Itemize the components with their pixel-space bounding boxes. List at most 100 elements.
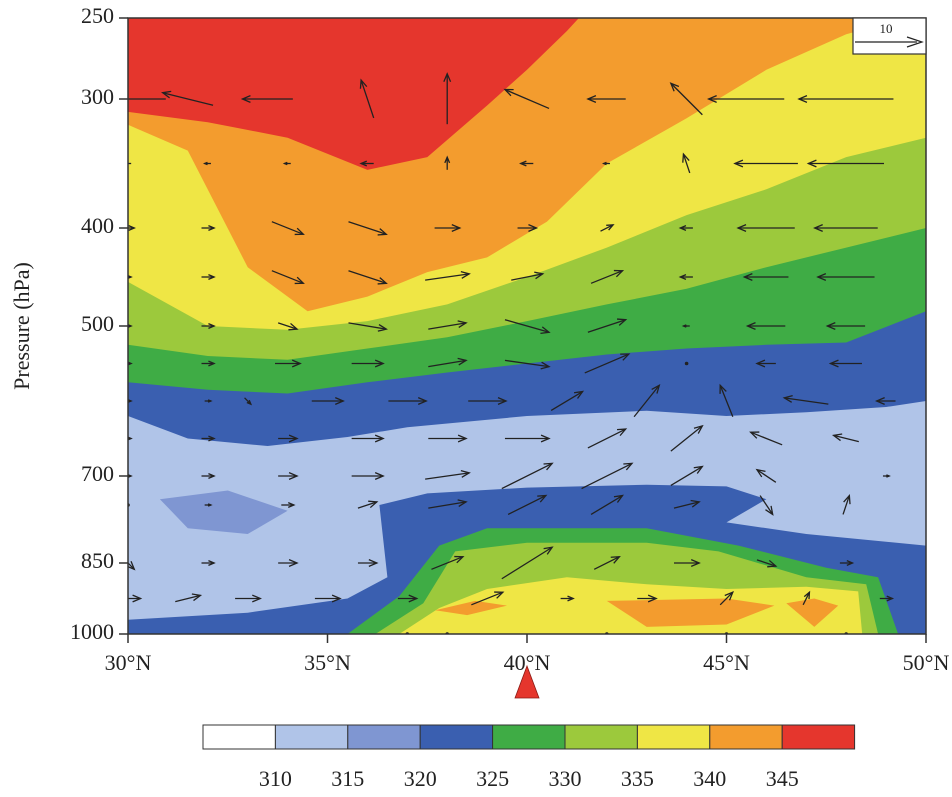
wind-vector xyxy=(593,555,621,570)
wind-vector-head xyxy=(208,274,216,280)
contour-region-340 xyxy=(606,598,775,627)
wind-vector-head xyxy=(128,275,133,279)
wind-vector xyxy=(670,424,704,452)
wind-vector-head xyxy=(208,473,216,479)
wind-vector-shaft xyxy=(162,92,214,106)
wind-vector-shaft xyxy=(425,273,470,281)
wind-vector xyxy=(633,383,661,418)
wind-vector xyxy=(882,474,891,478)
wind-vector-head xyxy=(767,559,778,568)
wind-vector xyxy=(517,224,539,232)
wind-vector xyxy=(587,318,628,333)
wind-vector-head xyxy=(749,431,760,439)
wind-vector-head xyxy=(252,594,262,603)
wind-vector xyxy=(431,555,465,570)
wind-vector-head xyxy=(647,594,658,603)
wind-vector-head xyxy=(573,390,585,399)
wind-vector xyxy=(128,324,133,328)
wind-vector-head xyxy=(601,161,607,166)
wind-vector xyxy=(357,500,379,509)
wind-vector-head xyxy=(797,95,808,103)
colorbar-label: 330 xyxy=(549,766,582,791)
wind-vector xyxy=(673,499,701,509)
wind-vector-head xyxy=(765,505,774,516)
x-tick-label: 35°N xyxy=(304,650,351,675)
wind-vector-head xyxy=(540,326,551,334)
wind-vector-head xyxy=(719,383,727,394)
wind-vector xyxy=(806,159,884,168)
wind-vector-head xyxy=(132,594,143,603)
wind-vector-head xyxy=(460,271,471,279)
x-tick-label: 30°N xyxy=(105,650,152,675)
wind-vector-head xyxy=(733,159,744,168)
colorbar-swatch xyxy=(347,724,421,750)
wind-vector-head xyxy=(745,322,756,330)
wind-vector-shaft xyxy=(511,273,543,281)
wind-vector xyxy=(682,152,691,174)
wind-vector xyxy=(816,273,875,281)
wind-vector-head xyxy=(128,361,133,366)
wind-vector-head xyxy=(454,555,465,564)
wind-vector xyxy=(590,494,624,516)
wind-vector-shaft xyxy=(425,472,470,480)
wind-vector-head xyxy=(623,462,634,471)
wind-vector xyxy=(444,155,451,170)
wind-vector xyxy=(351,359,385,368)
wind-vector-dot xyxy=(684,361,689,366)
wind-vector xyxy=(428,320,468,330)
x-axis: 30°N 35°N 40°N 45°N 50°N xyxy=(105,634,949,675)
wind-vector-shaft xyxy=(600,224,614,232)
y-tick-label: 250 xyxy=(81,3,114,28)
wind-vector-head xyxy=(736,224,747,232)
wind-vector-shaft xyxy=(501,462,553,490)
wind-vector-head xyxy=(294,227,305,236)
colorbar-swatch xyxy=(564,724,638,750)
wind-vector xyxy=(175,593,203,603)
wind-vector xyxy=(678,274,693,280)
wind-vector-head xyxy=(886,595,895,602)
wind-vector xyxy=(678,225,693,231)
y-tick-label: 300 xyxy=(81,84,114,109)
wind-vector-head xyxy=(288,559,299,567)
wind-vector-head xyxy=(620,353,631,361)
y-tick-label: 400 xyxy=(81,213,114,238)
wind-vector-head xyxy=(846,560,855,566)
wind-vector-head xyxy=(288,434,299,443)
wind-vector-shaft xyxy=(590,270,623,284)
wind-vector xyxy=(581,462,634,490)
wind-vector-shaft xyxy=(271,221,304,235)
wind-vector xyxy=(357,559,379,567)
wind-vector xyxy=(348,221,388,236)
wind-vector-head xyxy=(742,273,753,281)
wind-vector-head xyxy=(606,224,615,231)
wind-vector-head xyxy=(843,493,851,505)
wind-vector-shaft xyxy=(584,353,630,374)
wind-vector xyxy=(831,433,859,443)
wind-vector xyxy=(201,225,216,231)
wind-vector-head xyxy=(651,383,661,394)
wind-vector xyxy=(275,359,302,368)
wind-vector xyxy=(428,434,468,443)
wind-vector-head xyxy=(457,357,468,366)
colorbar-label: 325 xyxy=(476,766,509,791)
wind-vector-shaft xyxy=(756,469,777,483)
wind-vector-shaft xyxy=(750,431,783,446)
wind-vector xyxy=(842,493,851,515)
wind-vector-head xyxy=(528,224,539,232)
wind-vector-head xyxy=(246,399,253,406)
wind-vector-shaft xyxy=(784,397,829,405)
wind-vector xyxy=(204,399,213,403)
wind-vector-head xyxy=(540,434,551,443)
wind-vector-head xyxy=(494,591,505,599)
wind-vector-head xyxy=(444,155,451,164)
wind-vector xyxy=(235,594,262,603)
wind-vector-head xyxy=(417,397,428,405)
wind-vector-head xyxy=(460,470,471,478)
wind-vector xyxy=(755,468,777,483)
wind-vector-head xyxy=(457,320,468,329)
wind-vector-head xyxy=(782,395,793,403)
wind-vector-head xyxy=(359,160,368,167)
wind-vector xyxy=(201,560,216,566)
wind-vector-head xyxy=(128,225,136,231)
colorbar-swatch xyxy=(492,724,566,750)
